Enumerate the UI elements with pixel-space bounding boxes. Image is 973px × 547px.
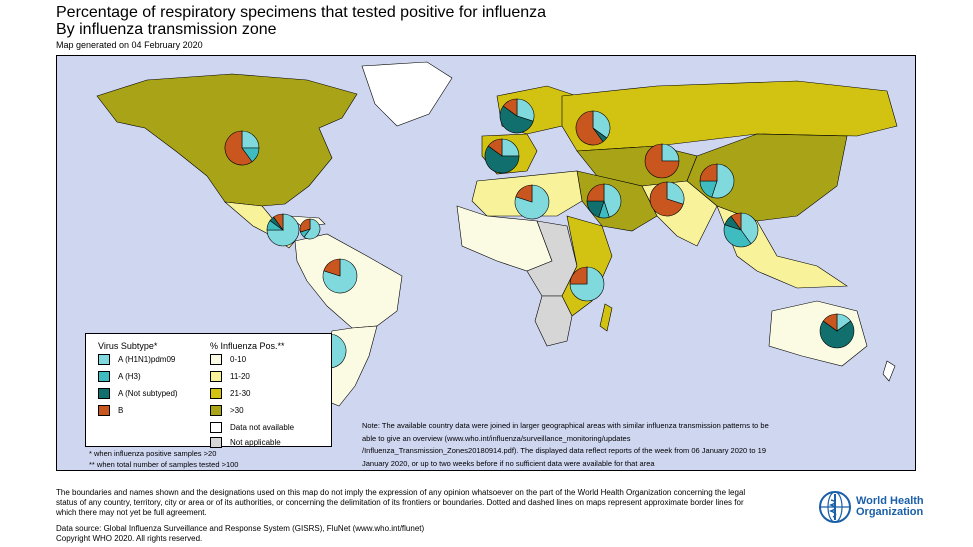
legend-positivity-title: % Influenza Pos.** bbox=[210, 341, 285, 351]
legend-item-21-30: 21-30 bbox=[210, 388, 250, 399]
title-line-1: Percentage of respiratory specimens that… bbox=[56, 4, 547, 21]
pie-slice bbox=[592, 110, 611, 139]
pie-slice bbox=[822, 313, 838, 332]
pie-slice bbox=[586, 183, 605, 202]
legend-swatch bbox=[210, 354, 222, 365]
source-line: Data source: Global Influenza Surveillan… bbox=[56, 524, 425, 533]
pie-slice bbox=[569, 266, 588, 285]
who-wordmark: World Health Organization bbox=[856, 496, 924, 518]
who-name-line-1: World Health bbox=[856, 495, 924, 507]
greenland bbox=[361, 61, 453, 127]
legend-label: A (H3) bbox=[118, 372, 141, 381]
pie-central-america bbox=[266, 213, 300, 247]
pie-eastern-africa bbox=[569, 266, 605, 302]
legend-swatch bbox=[210, 437, 222, 448]
legend-item-11-20: 11-20 bbox=[210, 371, 250, 382]
legend-label: 0-10 bbox=[230, 355, 247, 364]
pie-slice bbox=[730, 212, 742, 231]
legend-subtype-title: Virus Subtype* bbox=[98, 341, 158, 351]
pie-slice bbox=[711, 163, 735, 199]
pie-southern-asia bbox=[649, 181, 685, 217]
pie-slice bbox=[644, 143, 680, 179]
transmission-note: Note: The available country data were jo… bbox=[362, 421, 769, 468]
pie-oceania bbox=[819, 313, 855, 349]
pie-slice bbox=[649, 181, 684, 217]
legend-label: Data not available bbox=[230, 423, 295, 432]
pie-slice bbox=[516, 98, 535, 122]
footnote-1: * when influenza positive samples >20 bbox=[89, 449, 217, 458]
pie-slice bbox=[699, 163, 718, 182]
pie-slice bbox=[502, 98, 518, 117]
pie-slice bbox=[515, 184, 533, 203]
legend-swatch bbox=[98, 354, 110, 365]
legend-item-not-applicable: Not applicable bbox=[210, 437, 281, 448]
legend-item-0-10: 0-10 bbox=[210, 354, 246, 365]
pie-north-america bbox=[224, 130, 260, 166]
madagascar bbox=[599, 303, 613, 332]
legend-swatch bbox=[98, 371, 110, 382]
pie-northern-africa bbox=[514, 184, 550, 220]
legend-label: A (H1N1)pdm09 bbox=[118, 355, 176, 364]
legend-label: 11-20 bbox=[230, 372, 250, 381]
world-map: Virus Subtype* % Influenza Pos.** A (H1N… bbox=[56, 55, 916, 471]
legend-swatch bbox=[210, 422, 222, 433]
legend-swatch bbox=[210, 371, 222, 382]
legend-label: A (Not subtyped) bbox=[118, 389, 178, 398]
legend-swatch bbox=[210, 405, 222, 416]
pie-slice bbox=[661, 143, 680, 162]
legend-item-h3: A (H3) bbox=[98, 371, 141, 382]
map-canvas bbox=[96, 61, 898, 407]
pie-south-west-europe bbox=[484, 138, 520, 174]
legend-label: 21-30 bbox=[230, 389, 251, 398]
who-emblem-icon bbox=[819, 491, 851, 523]
pie-slice bbox=[266, 213, 300, 247]
pie-slice bbox=[666, 181, 685, 205]
pie-eastern-europe bbox=[575, 110, 611, 146]
footnote-2: ** when total number of samples tested >… bbox=[89, 460, 239, 469]
pie-caribbean bbox=[299, 218, 321, 240]
pie-slice bbox=[323, 258, 341, 277]
disclaimer: The boundaries and names shown and the d… bbox=[56, 488, 746, 517]
legend-swatch bbox=[98, 405, 110, 416]
pie-slice bbox=[299, 218, 311, 233]
pie-slice bbox=[740, 212, 759, 245]
legend-label: B bbox=[118, 406, 124, 415]
eastern-europe bbox=[561, 80, 898, 152]
legend-item-data-not-available: Data not available bbox=[210, 422, 294, 433]
pie-slice bbox=[303, 218, 321, 240]
pie-northern-europe bbox=[499, 98, 535, 134]
pie-slice bbox=[224, 130, 253, 166]
data-source: Data source: Global Influenza Surveillan… bbox=[56, 524, 424, 544]
who-logo: World Health Organization bbox=[818, 490, 924, 524]
pie-slice bbox=[273, 213, 284, 231]
title-line-2: By influenza transmission zone bbox=[56, 21, 277, 38]
pie-western-asia bbox=[586, 183, 622, 219]
pie-central-asia bbox=[644, 143, 680, 179]
pie-tropical-south-america bbox=[322, 258, 358, 294]
pie-eastern-asia bbox=[699, 163, 735, 199]
southern-africa bbox=[534, 295, 573, 347]
legend-label: Not applicable bbox=[230, 438, 281, 447]
legend-item-not-subtyped: A (Not subtyped) bbox=[98, 388, 178, 399]
legend-item-30-plus: >30 bbox=[210, 405, 244, 416]
legend-item-h1n1: A (H1N1)pdm09 bbox=[98, 354, 175, 365]
pie-slice bbox=[723, 224, 752, 248]
pie-slice bbox=[484, 145, 520, 174]
generated-date: Map generated on 04 February 2020 bbox=[56, 40, 203, 50]
pie-slice bbox=[575, 110, 604, 146]
legend-label: >30 bbox=[230, 406, 244, 415]
pie-slice bbox=[499, 105, 534, 134]
who-name-line-2: Organization bbox=[856, 506, 924, 518]
new-zealand bbox=[882, 360, 896, 382]
legend: Virus Subtype* % Influenza Pos.** A (H1N… bbox=[85, 333, 332, 448]
pie-slice bbox=[819, 320, 855, 349]
legend-item-b: B bbox=[98, 405, 123, 416]
pie-slice bbox=[603, 183, 622, 218]
legend-swatch bbox=[98, 388, 110, 399]
map-title: Percentage of respiratory specimens that… bbox=[56, 4, 546, 38]
pie-south-east-asia bbox=[723, 212, 759, 248]
legend-swatch bbox=[210, 388, 222, 399]
copyright-line: Copyright WHO 2020. All rights reserved. bbox=[56, 534, 203, 543]
pie-slice bbox=[487, 138, 503, 157]
